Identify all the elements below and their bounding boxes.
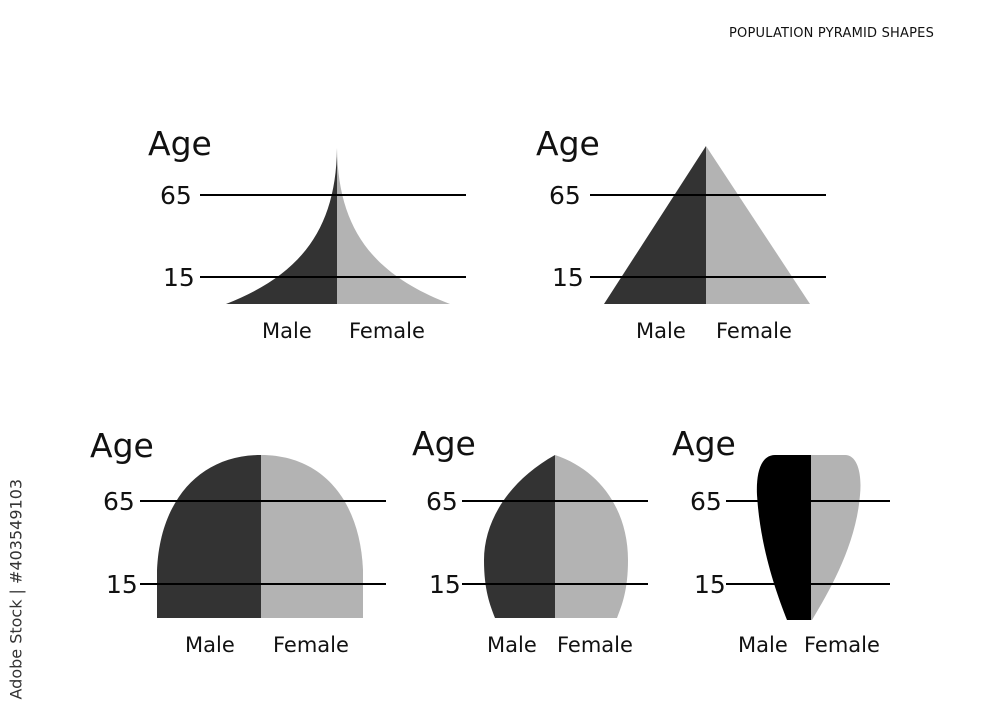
tick-65: 65 [549,181,581,210]
tick-65: 65 [103,487,135,516]
male-half [484,455,555,618]
age-label: Age [412,424,476,463]
pyramid-3: Age 65 15 Male Female [90,426,386,657]
male-half [226,148,337,304]
male-label: Male [487,633,537,657]
female-half [337,148,450,304]
female-label: Female [349,319,425,343]
female-label: Female [557,633,633,657]
male-label: Male [185,633,235,657]
female-half [261,455,363,618]
female-half [811,455,861,620]
tick-15: 15 [552,263,584,292]
age-label: Age [672,424,736,463]
female-label: Female [716,319,792,343]
female-half [706,146,810,304]
tick-65: 65 [690,487,722,516]
pyramid-1: Age 65 15 Male Female [148,124,466,343]
tick-15: 15 [163,263,195,292]
male-half [756,455,811,620]
tick-65: 65 [426,487,458,516]
pyramid-4: Age 65 15 Male Female [412,424,648,657]
male-label: Male [262,319,312,343]
diagram-title: POPULATION PYRAMID SHAPES [729,26,935,41]
age-label: Age [536,124,600,163]
male-half [157,455,261,618]
male-half [604,146,706,304]
male-label: Male [738,633,788,657]
age-label: Age [148,124,212,163]
female-label: Female [804,633,880,657]
female-half [555,455,628,618]
tick-15: 15 [429,570,461,599]
pyramid-5: Age 65 15 Male Female [672,424,890,657]
pyramid-2: Age 65 15 Male Female [536,124,826,343]
tick-15: 15 [694,570,726,599]
female-label: Female [273,633,349,657]
age-label: Age [90,426,154,465]
male-label: Male [636,319,686,343]
tick-65: 65 [160,181,192,210]
tick-15: 15 [106,570,138,599]
